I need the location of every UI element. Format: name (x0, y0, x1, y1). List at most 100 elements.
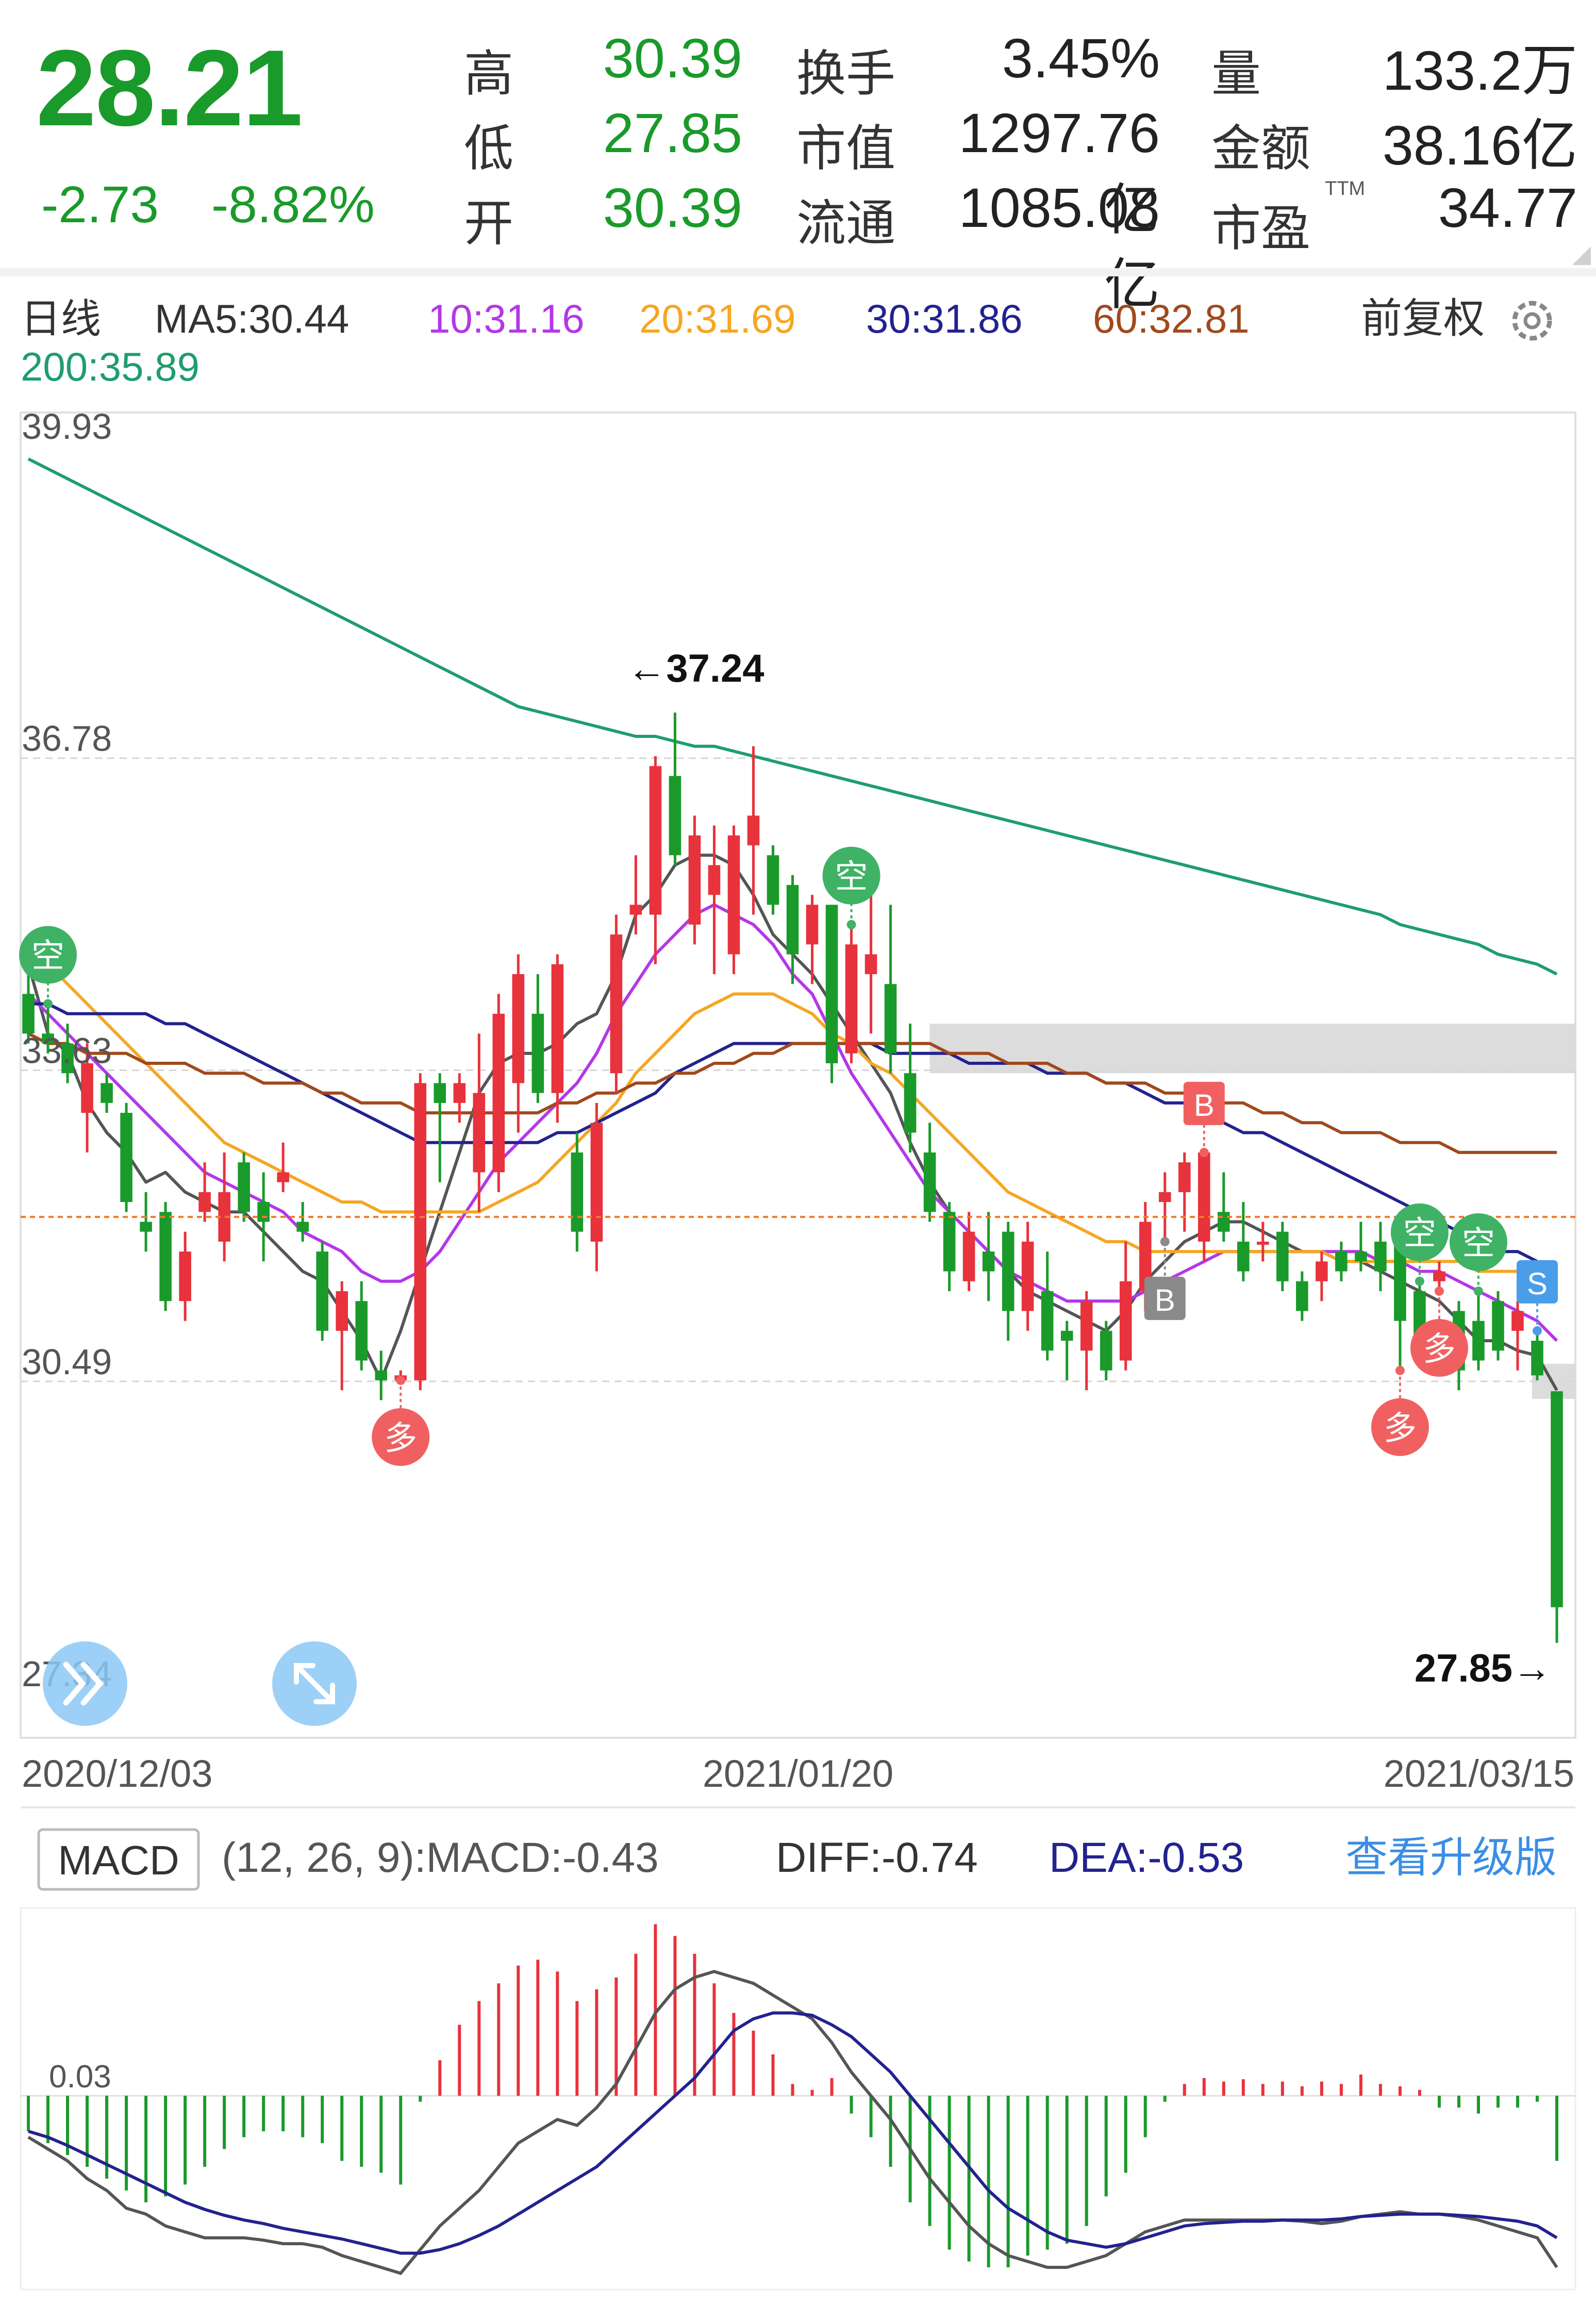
signal-label: B (1194, 1088, 1215, 1123)
candle-up (198, 1192, 211, 1212)
candle-up (414, 1083, 427, 1380)
candle-up (1139, 1222, 1152, 1291)
date-tick-label: 2021/01/20 (703, 1752, 893, 1795)
view-upgrade-link[interactable]: 查看升级版 (1345, 1834, 1557, 1881)
candle-up (81, 1063, 93, 1113)
resistance-band (929, 1024, 1575, 1074)
high-value: 30.39 (603, 27, 742, 89)
candle-up (1433, 1271, 1445, 1281)
candle-down (923, 1152, 936, 1212)
low-value: 27.85 (603, 102, 742, 164)
ma-line-60 (27, 1032, 1557, 1154)
current-price: 28.21 (36, 27, 303, 149)
macd-lines (27, 1970, 1558, 2275)
signal-anchor-dot (1532, 1326, 1542, 1336)
pe-value: 34.77 (1438, 176, 1577, 239)
fullscreen-button[interactable] (272, 1641, 357, 1726)
macd-label[interactable]: MACD (58, 1837, 179, 1883)
candle-down (1296, 1281, 1308, 1311)
ma10-legend: 10:31.16 (428, 296, 585, 341)
candle-up (551, 964, 564, 1093)
market-cap-label: 市值 (796, 120, 895, 177)
open-value: 30.39 (603, 176, 742, 239)
amount-value: 38.16亿 (1382, 114, 1577, 176)
signal-badge (1183, 1081, 1225, 1125)
double-chevron-icon (63, 1661, 104, 1706)
candle-down (1492, 1301, 1504, 1351)
price-tick-label: 39.93 (22, 406, 112, 447)
period-label[interactable]: 日线 (21, 296, 101, 341)
date-tick-label: 2020/12/03 (22, 1752, 212, 1795)
candle-down (884, 984, 897, 1053)
macd-indicator-selector[interactable] (37, 1828, 200, 1891)
macd-zero-label: 0.03 (49, 2059, 111, 2095)
candle-down (257, 1202, 270, 1222)
macd-diff-line (27, 1970, 1558, 2275)
pe-label: 市盈 (1211, 200, 1310, 257)
float-cap-label: 流通 (796, 194, 895, 252)
candle-down (825, 904, 838, 1064)
gear-icon[interactable] (1512, 301, 1552, 341)
candle-up (864, 954, 877, 975)
candle-up (962, 1231, 975, 1281)
signal-anchor-dot (1395, 1365, 1405, 1375)
volume-label: 量 (1211, 45, 1261, 103)
signal-anchor-dot (1160, 1237, 1170, 1246)
expand-arrows-icon (294, 1663, 335, 1704)
price-change-percent: -8.82% (211, 176, 375, 234)
signal-anchor-dot (1434, 1286, 1444, 1296)
amount-label: 金额 (1211, 120, 1310, 177)
signal-anchor-dot (1415, 1276, 1424, 1286)
candle-up (1511, 1311, 1524, 1331)
candle-down (1100, 1330, 1112, 1371)
candle-down (982, 1252, 995, 1272)
signal-label: S (1527, 1266, 1548, 1301)
candle-up (1198, 1152, 1210, 1242)
candle-down (669, 776, 681, 855)
candle-down (140, 1222, 152, 1232)
candle-down (159, 1212, 172, 1302)
candle-up (277, 1172, 289, 1182)
signal-anchor-dot (396, 1375, 406, 1385)
kline-chart-svg[interactable]: 日线 MA5:30.44 10:31.16 20:31.69 30:31.86 … (0, 276, 1596, 2305)
candle-up (1257, 1241, 1269, 1245)
signal-anchor-dot (846, 920, 856, 930)
adjust-mode-button[interactable]: 前复权 (1361, 295, 1485, 341)
candle-up (649, 766, 662, 915)
expand-corner-icon[interactable] (1572, 246, 1591, 265)
signal-badge (1516, 1260, 1558, 1304)
collapse-button[interactable] (43, 1641, 127, 1726)
date-axis: 2020/12/03 2021/01/20 2021/03/15 (22, 1752, 1574, 1795)
candle-down (1374, 1241, 1387, 1272)
candle-down (1237, 1241, 1250, 1272)
pe-ttm-superscript: TTM (1325, 178, 1366, 200)
candle-up (179, 1252, 191, 1302)
signal-anchor-dot (43, 999, 53, 1009)
candle-down (1041, 1291, 1054, 1351)
candle-up (492, 1013, 505, 1173)
signal-badge (1144, 1276, 1186, 1320)
candle-up (453, 1083, 466, 1103)
candle-down (1551, 1391, 1563, 1607)
high-low-annotations: ←37.24 27.85→ (627, 647, 1552, 1690)
signal-label: B (1155, 1283, 1175, 1318)
signal-label: 多 (1423, 1330, 1456, 1368)
candle-down (571, 1152, 584, 1232)
price-tick-label: 36.78 (22, 718, 112, 759)
candle-down (1394, 1241, 1406, 1321)
low-label: 低 (464, 120, 513, 177)
turnover-value: 3.45% (1002, 27, 1160, 89)
open-label: 开 (464, 194, 513, 252)
ma30-legend: 30:31.86 (866, 296, 1023, 341)
volume-value: 133.2万 (1382, 39, 1577, 102)
signal-label: 空 (1403, 1215, 1436, 1252)
candle-down (316, 1252, 328, 1331)
macd-dea-line (28, 2011, 1558, 2255)
candle-up (845, 944, 858, 1053)
signal-label: 空 (1462, 1225, 1495, 1262)
candle-up (1021, 1241, 1034, 1311)
signal-label: 多 (1384, 1410, 1417, 1447)
candle-up (512, 974, 525, 1083)
candle-down (42, 1033, 54, 1044)
signal-label: 空 (31, 937, 64, 975)
